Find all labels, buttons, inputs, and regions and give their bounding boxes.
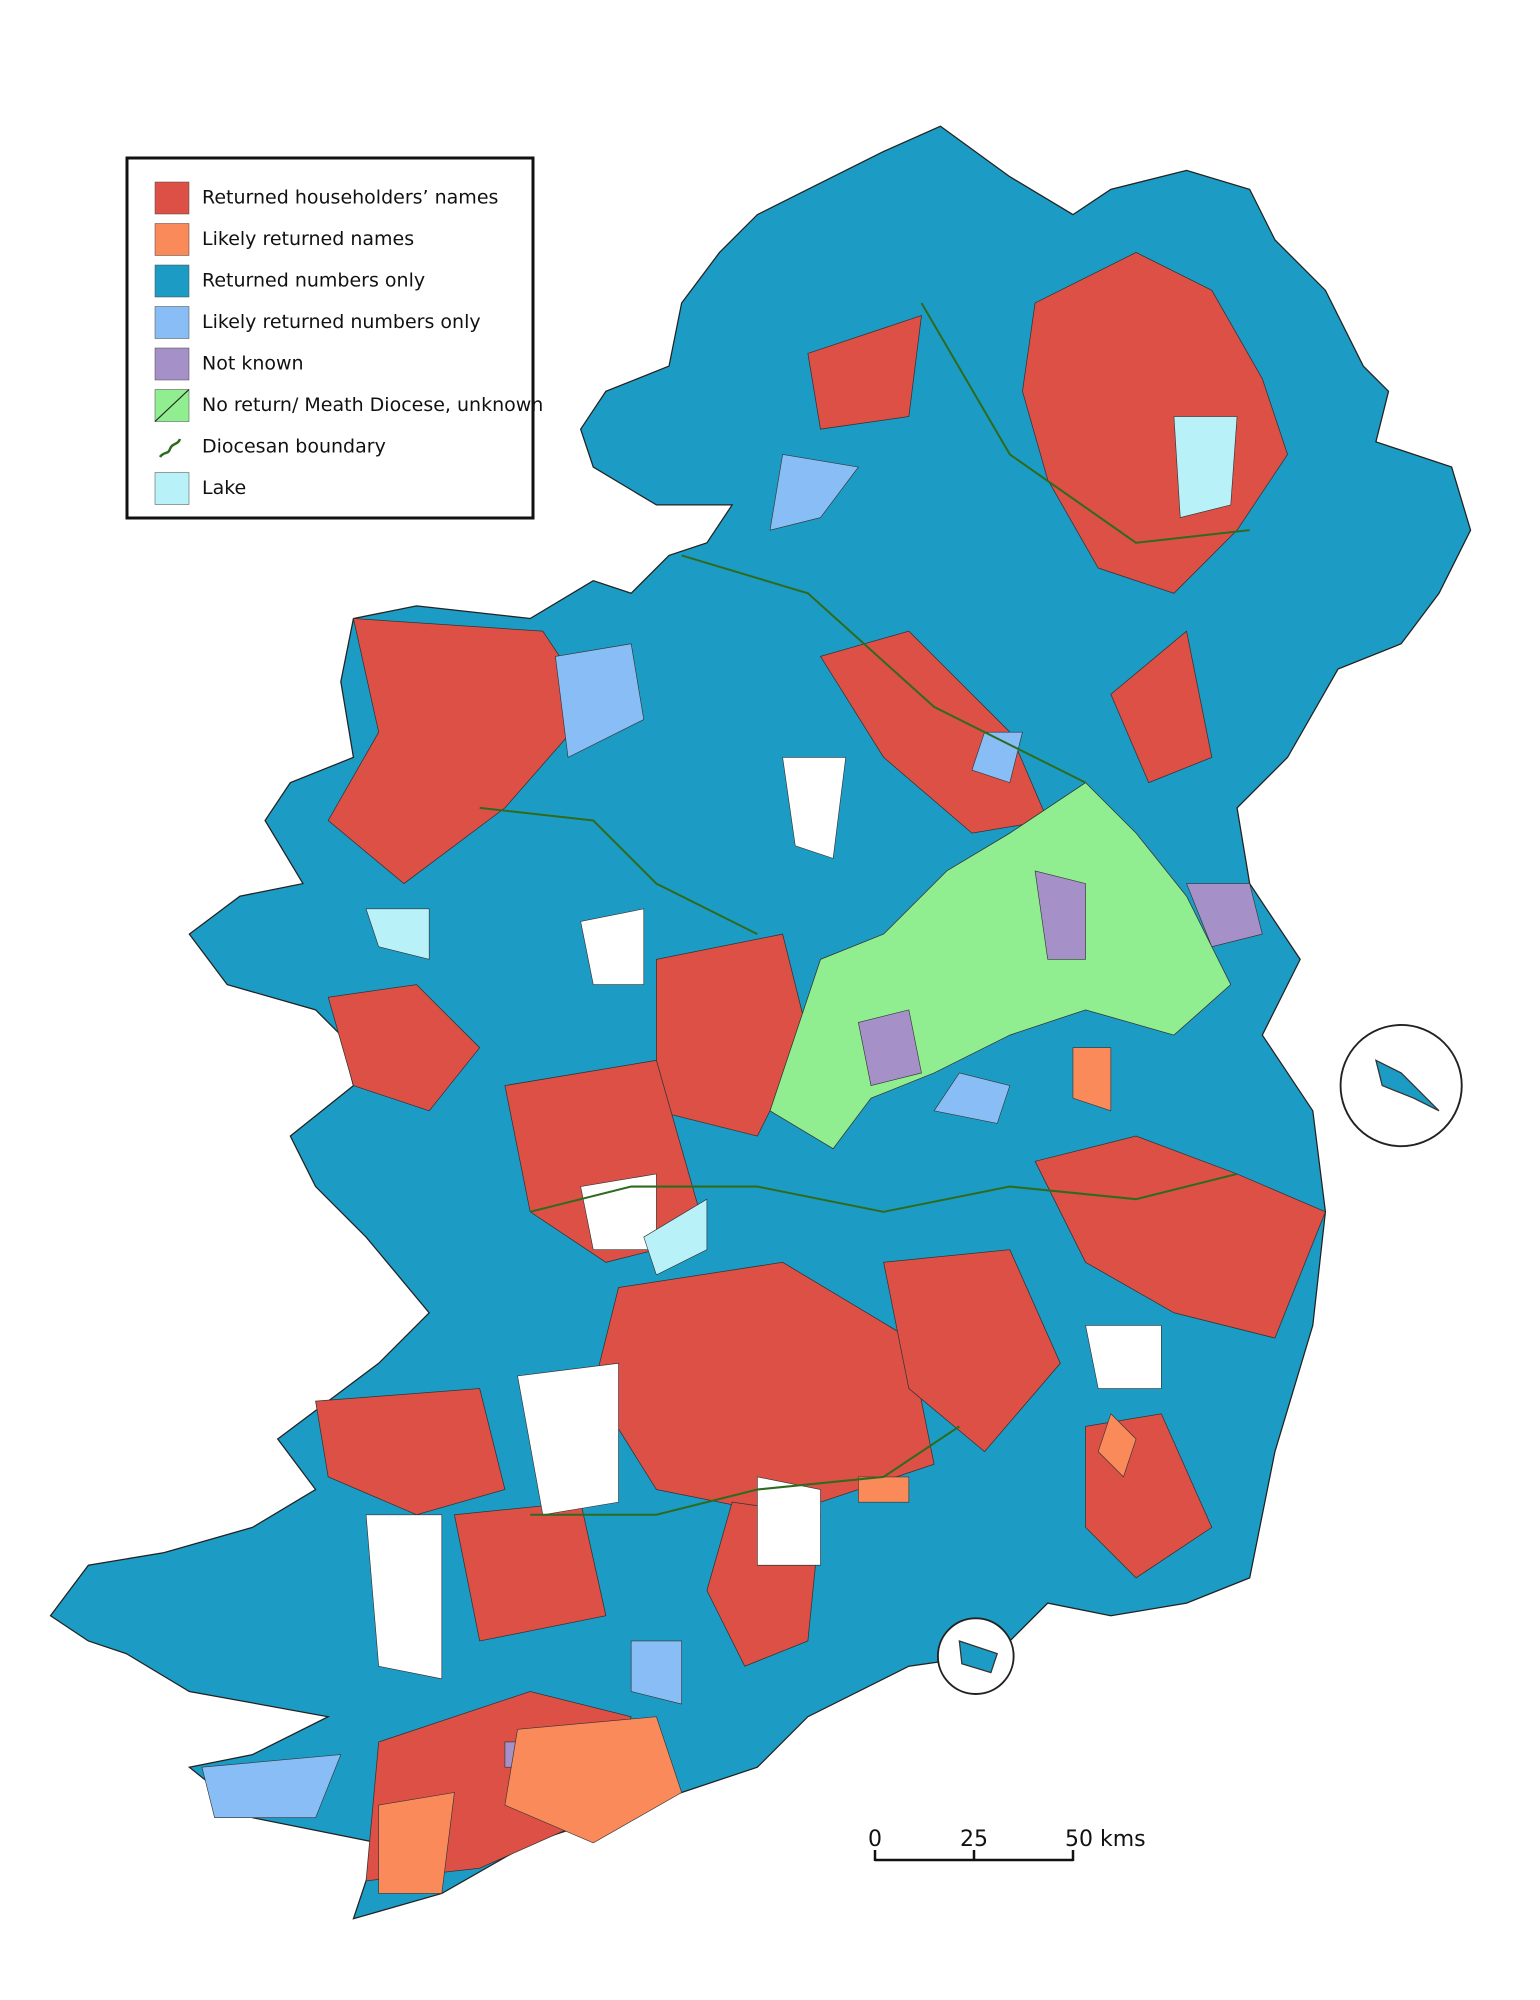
legend-swatch — [154, 181, 190, 215]
legend-box — [125, 156, 535, 520]
legend-label: Likely returned numbers only — [202, 311, 481, 333]
legend-hatch — [154, 389, 190, 422]
inset-island — [1374, 1059, 1440, 1112]
scale-label: 25 — [960, 1827, 988, 1852]
scale-label: 0 — [868, 1827, 882, 1852]
legend-label: Diocesan boundary — [202, 436, 386, 458]
legend-swatch — [154, 306, 190, 339]
diocesan-boundaries — [479, 302, 1250, 1516]
legend-symbol — [158, 438, 182, 458]
legend-label: Returned numbers only — [202, 270, 425, 292]
likely-numbers-areas — [201, 454, 1023, 1819]
scale-label: 50 kms — [1065, 1827, 1146, 1852]
legend-swatch — [154, 264, 190, 298]
legend-label: No return/ Meath Diocese, unknown — [202, 394, 543, 416]
legend-label: Likely returned names — [202, 228, 414, 250]
lakes — [365, 416, 1238, 1276]
legend-swatch — [154, 223, 190, 256]
island — [49, 125, 1472, 1920]
inset-island — [958, 1640, 999, 1674]
legend: Returned householders’ names Likely retur… — [125, 156, 543, 520]
legend-label: Lake — [202, 477, 246, 499]
legend-label: Not known — [202, 353, 304, 375]
not-known-areas — [504, 870, 1263, 1768]
legend-swatch — [154, 472, 190, 505]
scale-bar: 0 25 50 kms — [868, 1827, 1146, 1862]
legend-swatch — [154, 347, 190, 381]
no-return-areas — [365, 757, 1162, 1680]
legend-label: Returned householders’ names — [202, 187, 498, 209]
likely-names-areas — [378, 1047, 1137, 1894]
